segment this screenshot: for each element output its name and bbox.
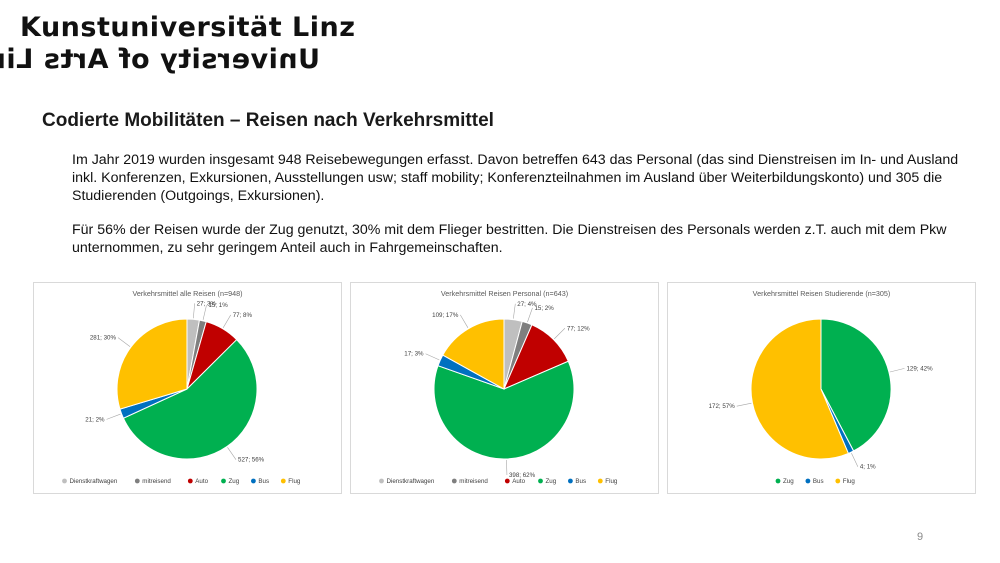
data-label-mitreisend: 15; 1% — [208, 302, 228, 309]
legend-item-bus: Bus — [805, 478, 824, 485]
legend-label: Flug — [288, 478, 301, 485]
leader-line — [527, 307, 533, 323]
leader-line — [889, 368, 905, 373]
data-label-zug: 527; 56% — [238, 457, 265, 464]
data-label-flug: 172; 57% — [709, 403, 736, 410]
legend-item-mitreisend: mitreisend — [134, 478, 171, 485]
legend-marker — [504, 478, 510, 484]
pie-chart-svg: Verkehrsmittel Reisen Personal (n=643) 27… — [379, 289, 618, 485]
pie-slice-flug — [116, 318, 188, 410]
leader-line — [222, 314, 231, 329]
legend-marker — [835, 478, 841, 484]
data-label-mitreisend: 15; 2% — [534, 305, 554, 312]
leader-line — [851, 453, 859, 467]
legend-marker — [805, 478, 811, 484]
legend-label: Bus — [813, 478, 824, 485]
leader-line — [227, 447, 237, 460]
leader-line — [193, 303, 195, 319]
legend-item-zug: Zug — [221, 478, 240, 485]
legend-label: Flug — [605, 478, 618, 485]
legend-marker — [775, 478, 781, 484]
leader-line — [460, 314, 469, 328]
summary-paragraph: Für 56% der Reisen wurde der Zug genutzt… — [72, 222, 947, 256]
legend-label: Dienstkraftwagen — [70, 478, 118, 485]
pie-slice-zug — [820, 318, 892, 452]
pie-chart-staff-trips: Verkehrsmittel Reisen Personal (n=643) 27… — [350, 282, 659, 494]
university-logo: Kunstuniversität Linz University of Arts… — [0, 12, 355, 75]
legend-item-auto: Auto — [187, 478, 209, 485]
legend-item-mitreisend: mitreisend — [451, 478, 488, 485]
pie-chart-svg: Verkehrsmittel alle Reisen (n=948) 27; 3%… — [62, 289, 301, 485]
legend-item-auto: Auto — [504, 478, 526, 485]
data-label-bus: 17; 3% — [404, 351, 424, 358]
legend-marker — [597, 478, 603, 484]
data-label-dienstkraftwagen: 27; 3% — [197, 300, 217, 307]
leader-line — [513, 303, 516, 319]
legend-label: Zug — [783, 478, 794, 485]
slide-title: Codierte Mobilitäten – Reisen nach Verke… — [42, 110, 494, 131]
legend-label: mitreisend — [459, 478, 488, 485]
legend-label: Auto — [195, 478, 208, 485]
legend-marker — [451, 478, 457, 484]
legend-marker — [568, 478, 573, 484]
legend-marker — [62, 478, 67, 484]
legend-marker — [251, 478, 256, 484]
leader-line — [736, 402, 752, 407]
leader-line — [425, 353, 440, 361]
legend-label: mitreisend — [142, 478, 171, 485]
leader-line — [106, 413, 121, 420]
chart-title: Verkehrsmittel alle Reisen (n=948) — [132, 289, 242, 298]
data-label-zug: 129; 42% — [906, 365, 933, 372]
legend-marker — [280, 478, 286, 484]
legend-item-flug: Flug — [280, 478, 301, 485]
chart-title: Verkehrsmittel Reisen Studierende (n=305… — [753, 289, 891, 298]
legend-label: Bus — [258, 478, 269, 485]
pie-slice-zug — [122, 338, 258, 460]
leader-line — [202, 305, 207, 320]
legend-item-dienstkraftwagen: Dienstkraftwagen — [379, 478, 435, 485]
data-label-flug: 281; 30% — [90, 335, 117, 342]
logo-line-1: Kunstuniversität Linz — [20, 12, 356, 43]
data-label-zug: 398; 62% — [509, 472, 536, 479]
logo-line-2: University of Arts Linz — [0, 44, 320, 75]
data-label-dienstkraftwagen: 27; 4% — [517, 301, 537, 308]
legend-label: Flug — [843, 478, 856, 485]
legend-label: Dienstkraftwagen — [387, 478, 435, 485]
pie-chart-student-trips: Verkehrsmittel Reisen Studierende (n=305… — [667, 282, 976, 494]
legend-label: Zug — [546, 478, 557, 485]
legend-item-dienstkraftwagen: Dienstkraftwagen — [62, 478, 118, 485]
legend-marker — [134, 478, 140, 484]
legend-item-flug: Flug — [597, 478, 618, 485]
legend-label: Zug — [229, 478, 240, 485]
intro-paragraph: Im Jahr 2019 wurden insgesamt 948 Reiseb… — [72, 152, 959, 204]
legend-item-bus: Bus — [251, 478, 269, 485]
legend-item-bus: Bus — [568, 478, 586, 485]
pie-slice-flug — [750, 318, 850, 460]
pie-slice-flug — [442, 318, 505, 390]
pie-chart-svg: Verkehrsmittel Reisen Studierende (n=305… — [709, 289, 934, 485]
leader-line — [117, 337, 131, 347]
legend-label: Bus — [575, 478, 586, 485]
chart-title: Verkehrsmittel Reisen Personal (n=643) — [441, 289, 568, 298]
legend-marker — [379, 478, 384, 484]
legend-item-zug: Zug — [538, 478, 557, 485]
data-label-auto: 77; 12% — [567, 325, 590, 332]
legend-item-flug: Flug — [835, 478, 855, 485]
data-label-auto: 77; 8% — [233, 312, 253, 319]
legend-item-zug: Zug — [775, 478, 794, 485]
page-number: 9 — [917, 531, 924, 543]
data-label-bus: 4; 1% — [860, 464, 876, 471]
leader-line — [506, 459, 508, 475]
pie-chart-all-trips: Verkehrsmittel alle Reisen (n=948) 27; 3%… — [33, 282, 342, 494]
leader-line — [554, 328, 566, 340]
data-label-bus: 21; 2% — [85, 416, 105, 423]
legend-marker — [221, 478, 226, 484]
data-label-flug: 109; 17% — [432, 312, 459, 319]
legend-marker — [538, 478, 543, 484]
pie-slice-zug — [433, 360, 575, 460]
legend-marker — [187, 478, 193, 484]
legend-label: Auto — [512, 478, 525, 485]
